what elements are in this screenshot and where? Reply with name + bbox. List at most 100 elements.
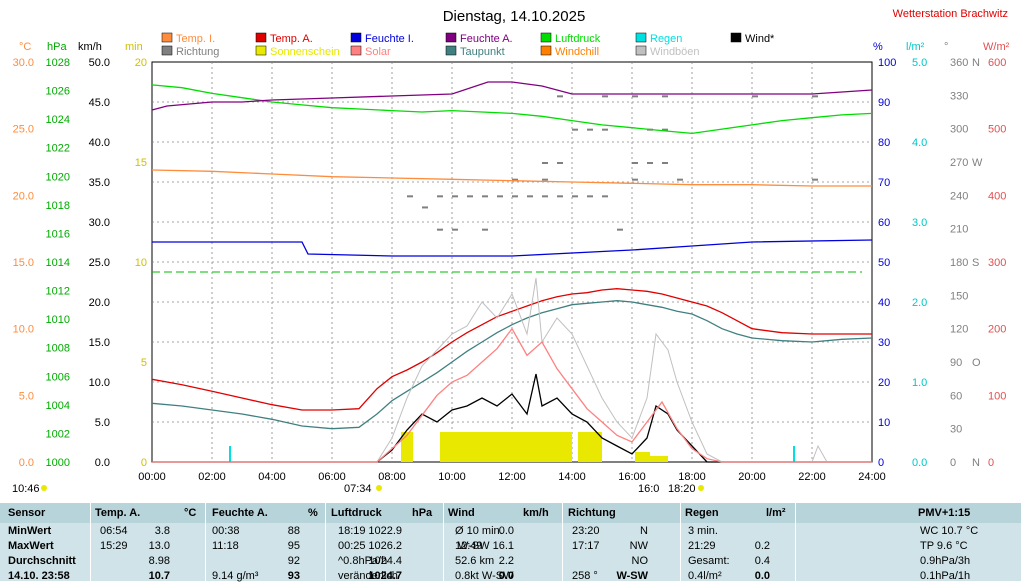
legend-swatch <box>350 45 362 56</box>
direction-point <box>542 195 548 198</box>
table-cell: Ø 10 min. <box>455 525 503 537</box>
humidity-axis-tick: 80 <box>878 137 890 149</box>
direction-point <box>812 178 818 181</box>
temp-axis-tick: 5.0 <box>19 390 34 402</box>
direction-axis-tick: 120 <box>950 324 968 336</box>
table-divider <box>562 503 563 581</box>
windb-en-series-line <box>152 277 872 463</box>
humidity-axis-header: % <box>873 41 883 53</box>
direction-axis-tick: 90 <box>950 357 962 369</box>
sunshine-bar <box>635 452 650 462</box>
time-axis-tick: 08:00 <box>378 471 406 483</box>
axis-headers: °C hPa km/h min % l/m² ° W/m² <box>19 41 1010 53</box>
legend-swatch <box>161 45 173 56</box>
legend-label: Wind* <box>745 33 775 45</box>
table-cell: NW <box>629 540 648 552</box>
rain-axis-tick: 1.0 <box>912 377 927 389</box>
table-cell: WC 10.7 °C <box>920 525 979 537</box>
wind-axis-tick: 40.0 <box>89 137 110 149</box>
feuchte-a-series-line <box>151 81 873 111</box>
sunset-marker <box>698 485 704 491</box>
sun-axis-tick: 15 <box>135 157 147 169</box>
sunshine-bar <box>650 456 668 462</box>
direction-point <box>452 195 458 198</box>
legend-label: Sonnenschein <box>270 46 340 58</box>
table-cell: 0.4l/m² <box>688 570 722 582</box>
rain-axis-header: l/m² <box>906 41 925 53</box>
direction-point <box>587 128 593 131</box>
solar-axis-tick: 100 <box>988 390 1006 402</box>
temp-axis-tick: 0.0 <box>19 457 34 469</box>
temp-i-series-line <box>151 169 872 187</box>
legend-swatch <box>730 32 742 43</box>
table-divider <box>90 503 91 581</box>
pressure-axis-tick: 1010 <box>46 314 70 326</box>
table-cell: 13.0 <box>148 540 170 552</box>
temp-min-marker <box>41 485 47 491</box>
table-cell: N <box>640 525 648 537</box>
table-cell: 0.2 <box>754 540 770 552</box>
chart-title: Dienstag, 14.10.2025 <box>443 8 586 25</box>
time-axis-tick: 24:00 <box>858 471 886 483</box>
table-cell: 1026.2 <box>368 540 402 552</box>
temp-axis-tick: 10.0 <box>13 324 34 336</box>
table-cell: 11:18 <box>212 540 239 552</box>
direction-point <box>452 228 458 231</box>
col-header-pmv: PMV+1:15 <box>918 507 971 519</box>
direction-letter: S <box>972 257 979 269</box>
rain-axis-tick: 2.0 <box>912 297 927 309</box>
table-cell: 0.0 <box>498 570 514 582</box>
humidity-axis-tick: 60 <box>878 217 890 229</box>
table-cell: 17:17 <box>572 540 600 552</box>
direction-letter: N <box>972 57 980 69</box>
direction-point <box>632 95 638 98</box>
direction-point <box>437 195 443 198</box>
table-cell: 00:38 <box>212 525 240 537</box>
humidity-axis-tick: 0 <box>878 457 884 469</box>
pressure-axis-tick: 1022 <box>46 143 70 155</box>
direction-point <box>812 95 818 98</box>
wind-axis-tick: 0.0 <box>95 457 110 469</box>
direction-letter: N <box>972 457 980 469</box>
direction-point <box>557 95 563 98</box>
temp-axis-tick: 25.0 <box>13 124 34 136</box>
legend-label: Temp. I. <box>176 33 215 45</box>
chart-grid <box>152 62 872 462</box>
wind-series-line <box>152 373 872 463</box>
time-axis-tick: 12:00 <box>498 471 526 483</box>
direction-point <box>617 228 623 231</box>
table-cell: 52.6 km <box>455 555 495 567</box>
pressure-axis-tick: 1004 <box>46 400 70 412</box>
legend-label: Regen <box>650 33 682 45</box>
col-header-wind-unit: km/h <box>523 507 549 519</box>
col-header-wind: Wind <box>448 507 475 519</box>
col-header-temp: Temp. A. <box>95 507 141 519</box>
direction-axis-tick: 300 <box>950 124 968 136</box>
solar-axis-tick: 400 <box>988 190 1006 202</box>
direction-point <box>662 128 668 131</box>
table-cell: 95 <box>287 540 300 552</box>
legend-swatch <box>445 32 457 43</box>
rain-axis-tick: 4.0 <box>912 137 927 149</box>
legend-swatch <box>635 32 647 43</box>
legend-swatch <box>350 32 362 43</box>
humidity-axis-tick: 20 <box>878 377 890 389</box>
wind-axis-tick: 10.0 <box>89 377 110 389</box>
table-row-label: 14.10. 23:58 <box>8 570 70 582</box>
table-cell: TP 9.6 °C <box>920 540 968 552</box>
solar-axis-tick: 500 <box>988 124 1006 136</box>
direction-point <box>752 95 758 98</box>
wind-axis-tick: 50.0 <box>89 57 110 69</box>
legend-swatch <box>540 32 552 43</box>
table-divider <box>205 503 206 581</box>
table-divider <box>325 503 326 581</box>
direction-axis-tick: 0 <box>950 457 956 469</box>
table-cell: NO <box>631 555 649 567</box>
rain-bar <box>793 446 795 462</box>
time-axis-tick: 10:00 <box>438 471 466 483</box>
pressure-axis-tick: 1020 <box>46 171 70 183</box>
solar-axis-tick: 300 <box>988 257 1006 269</box>
sunrise-time-label: 07:34 <box>344 483 372 495</box>
sun-axis-tick: 5 <box>141 357 147 369</box>
humidity-axis-tick: 90 <box>878 97 890 109</box>
